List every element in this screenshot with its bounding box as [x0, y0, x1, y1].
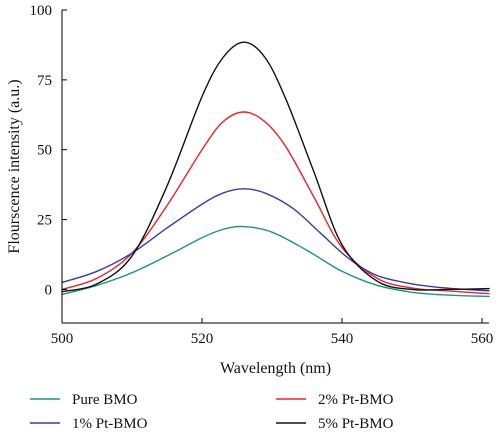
x-tick-label: 500	[51, 331, 74, 347]
legend-label: 1% Pt-BMO	[72, 416, 148, 432]
axes: 0 25 50 75 100 500 520 540 560	[30, 3, 494, 347]
series-line-pure-bmo	[61, 225, 490, 298]
y-tick-label: 100	[30, 3, 53, 19]
legend-label: 2% Pt-BMO	[318, 392, 394, 408]
y-tick-label: 25	[37, 213, 52, 229]
y-tick-label: 50	[37, 143, 52, 159]
series-line-5-pt-bmo	[61, 41, 490, 293]
series-line-2-pt-bmo	[61, 111, 490, 295]
legend-label: 5% Pt-BMO	[318, 416, 394, 432]
x-tick-label: 560	[471, 331, 494, 347]
legend: Pure BMO 2% Pt-BMO 1% Pt-BMO 5% Pt-BMO	[30, 392, 394, 432]
x-tick-label: 520	[191, 331, 214, 347]
legend-label: Pure BMO	[72, 392, 138, 408]
x-axis-title: Wavelength (nm)	[220, 360, 331, 377]
plot-area	[61, 41, 490, 298]
y-axis-title: Flourscence intensity (a.u.)	[6, 79, 23, 253]
y-tick-label: 0	[45, 282, 53, 298]
x-tick-label: 540	[331, 331, 354, 347]
y-tick-label: 75	[37, 73, 52, 89]
series-line-1-pt-bmo	[61, 188, 490, 292]
